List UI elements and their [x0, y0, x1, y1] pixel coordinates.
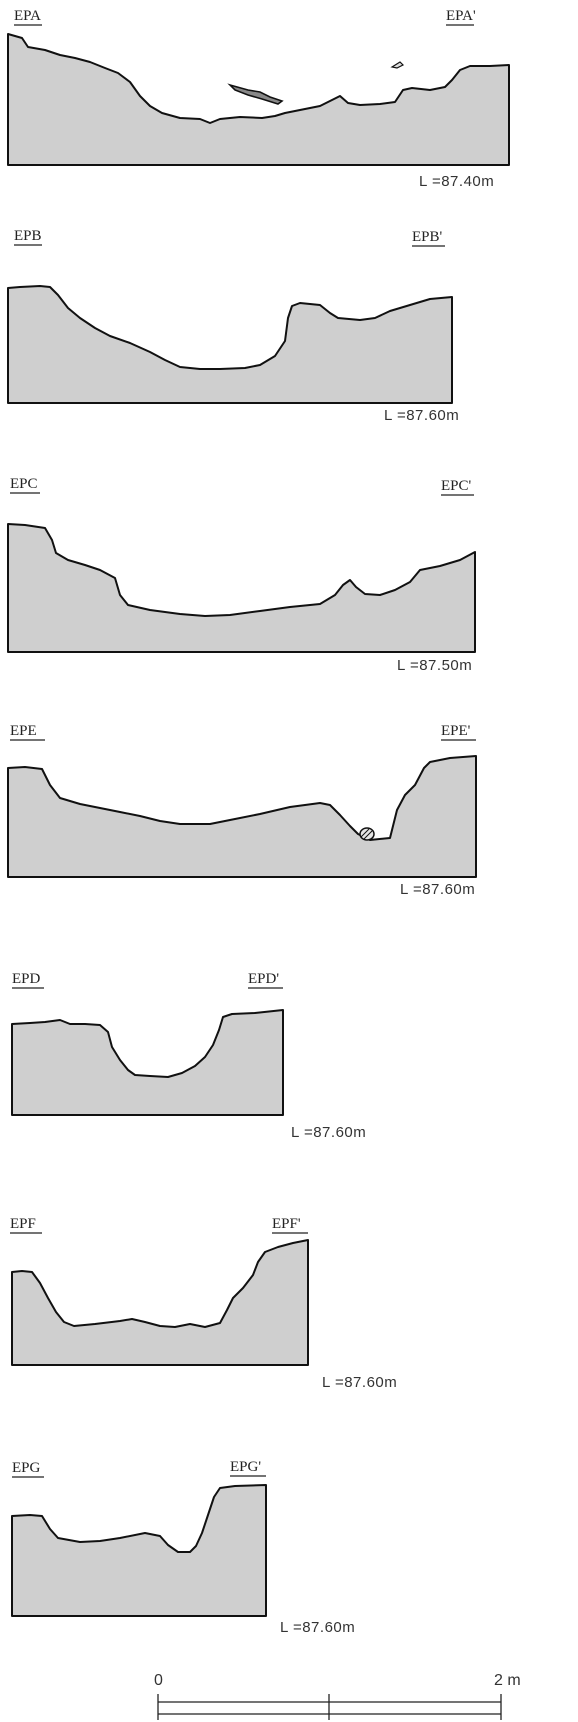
section-epf-profile: [11, 1239, 309, 1366]
section-epa-level: L =87.40m: [419, 173, 494, 190]
section-epa-end-label: EPA': [446, 8, 476, 24]
section-epd-level: L =87.60m: [291, 1124, 366, 1141]
section-epa-start-label: EPA: [14, 8, 41, 24]
section-epa-profile: [7, 33, 510, 166]
section-epe: EPE EPE' L =87.60m: [7, 723, 477, 898]
section-epe-hatch-2: [363, 830, 373, 840]
section-epg: EPG EPG' L =87.60m: [11, 1459, 355, 1636]
section-epc-start-label: EPC: [10, 476, 38, 492]
section-epf-level: L =87.60m: [322, 1374, 397, 1391]
section-epf-end-label: EPF': [272, 1216, 301, 1232]
scale-bar-end-label: 2 m: [494, 1672, 521, 1689]
section-epe-start-label: EPE: [10, 723, 37, 739]
section-epe-hatch-1: [360, 828, 370, 838]
section-epg-end-label: EPG': [230, 1459, 261, 1475]
section-epf: EPF EPF' L =87.60m: [10, 1216, 397, 1391]
section-epb-end-label: EPB': [412, 229, 443, 245]
section-epb-profile: [7, 285, 453, 404]
section-epc: EPC EPC' L =87.50m: [7, 476, 476, 674]
section-epb-level: L =87.60m: [384, 407, 459, 424]
scale-bar: 0 2 m: [154, 1672, 521, 1720]
section-epd-end-label: EPD': [248, 971, 279, 987]
section-epf-start-label: EPF: [10, 1216, 36, 1232]
scale-bar-start-label: 0: [154, 1672, 163, 1689]
section-epd-start-label: EPD: [12, 971, 41, 987]
section-epe-profile: [7, 755, 477, 878]
section-epc-profile: [7, 523, 476, 653]
section-epc-level: L =87.50m: [397, 657, 472, 674]
section-epa: EPA EPA' L =87.40m: [7, 8, 510, 190]
section-epa-stone: [390, 61, 405, 69]
section-epd: EPD EPD' L =87.60m: [11, 971, 366, 1141]
section-epe-level: L =87.60m: [400, 881, 475, 898]
section-epg-profile: [11, 1484, 267, 1617]
section-epa-debris: [227, 83, 284, 105]
section-epc-end-label: EPC': [441, 478, 472, 494]
section-epg-start-label: EPG: [12, 1460, 41, 1476]
section-epb: EPB EPB' L =87.60m: [7, 228, 459, 424]
section-epb-start-label: EPB: [14, 228, 42, 244]
section-epe-post-hole: [359, 827, 375, 841]
section-epd-profile: [11, 1009, 284, 1116]
section-epe-end-label: EPE': [441, 723, 471, 739]
section-epg-level: L =87.60m: [280, 1619, 355, 1636]
